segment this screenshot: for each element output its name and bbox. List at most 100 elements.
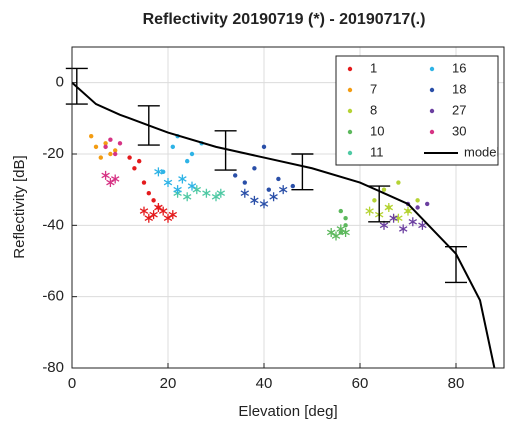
star-point — [341, 227, 350, 237]
dot-point — [117, 141, 123, 146]
star-point — [331, 231, 341, 241]
dot-point — [396, 180, 401, 185]
legend-swatch — [347, 66, 353, 72]
star-point — [259, 199, 269, 209]
y-axis-label: Reflectivity [dB] — [11, 155, 28, 258]
star-point — [192, 185, 202, 195]
dot-point — [156, 205, 161, 210]
star-point — [182, 192, 192, 202]
dot-point — [93, 144, 99, 150]
star-point — [110, 174, 120, 184]
dot-point — [89, 133, 94, 139]
dot-point — [386, 205, 391, 210]
legend-label: model — [464, 144, 500, 159]
star-point — [408, 217, 418, 227]
dot-point — [276, 176, 281, 182]
y-tick-label: -80 — [42, 359, 64, 376]
star-point — [326, 227, 336, 237]
dot-point — [98, 155, 104, 160]
dot-point — [252, 166, 257, 171]
legend-label: 11 — [370, 144, 384, 159]
dot-point — [338, 208, 343, 214]
dot-point — [103, 144, 108, 150]
model-line — [71, 81, 496, 369]
legend-label: 8 — [370, 102, 377, 117]
error-bar — [445, 246, 467, 284]
star-point — [187, 181, 197, 191]
dot-point — [132, 166, 137, 171]
star-point — [158, 206, 168, 216]
dot-point — [290, 183, 295, 189]
legend-label: 27 — [452, 102, 466, 117]
legend-swatch — [347, 129, 353, 135]
x-tick-label: 0 — [68, 375, 76, 392]
y-tick-label: 0 — [56, 74, 64, 91]
star-point — [173, 185, 182, 195]
dot-point — [185, 158, 190, 164]
star-point — [202, 188, 211, 198]
dot-point — [137, 158, 142, 164]
dot-point — [405, 208, 411, 214]
dot-point — [127, 155, 132, 160]
star-point — [278, 185, 288, 195]
dot-point — [108, 137, 113, 142]
legend-swatch — [429, 108, 435, 114]
error-bar — [65, 67, 88, 105]
dot-point — [415, 198, 420, 203]
star-point — [149, 210, 158, 220]
legend-label: 16 — [452, 60, 466, 75]
dot-point — [415, 205, 420, 210]
dot-point — [233, 173, 238, 178]
x-tick-label: 60 — [352, 375, 369, 392]
dot-point — [343, 223, 348, 228]
legend-swatch — [429, 87, 435, 93]
star-point — [168, 210, 178, 220]
dot-point — [113, 151, 118, 157]
x-axis-label: Elevation [deg] — [238, 403, 337, 420]
legend-label: 1 — [370, 60, 377, 75]
dot-point — [113, 148, 118, 153]
star-point — [154, 167, 163, 177]
dot-point — [146, 191, 151, 196]
legend-box — [335, 55, 499, 166]
dot-point — [338, 230, 343, 235]
star-point — [365, 206, 374, 216]
dot-point — [372, 198, 377, 203]
y-tick-label: -60 — [42, 288, 64, 305]
legend-label: 10 — [370, 123, 384, 138]
legend-swatch — [347, 87, 353, 93]
dot-point — [151, 198, 156, 203]
star-point — [163, 213, 173, 223]
dot-point — [261, 144, 267, 150]
legend-swatch — [347, 108, 353, 114]
y-tick-label: -20 — [42, 145, 64, 162]
chart-title: Reflectivity 20190719 (*) - 20190717(.) — [143, 11, 426, 28]
error-bar — [291, 153, 314, 191]
star-point — [216, 188, 226, 198]
plot-frame — [71, 46, 505, 369]
star-point — [106, 178, 115, 188]
dot-point — [141, 180, 147, 185]
dot-point — [266, 187, 271, 192]
star-point — [398, 224, 408, 234]
star-point — [163, 178, 173, 188]
legend-swatch — [347, 150, 353, 156]
x-tick-label: 40 — [256, 375, 273, 392]
star-point — [211, 192, 221, 202]
star-point — [178, 174, 187, 184]
legend-swatch — [429, 129, 435, 135]
error-bar — [214, 130, 237, 171]
star-point — [389, 213, 398, 223]
dot-point — [189, 151, 195, 157]
y-tick-label: -40 — [42, 216, 64, 233]
x-tick-label: 80 — [448, 375, 465, 392]
star-point — [250, 195, 259, 205]
legend-label: 7 — [370, 81, 377, 96]
star-point — [139, 206, 149, 216]
legend-swatch — [429, 66, 435, 72]
star-point — [144, 213, 154, 223]
dot-point — [425, 201, 430, 207]
star-point — [418, 220, 427, 230]
error-bar — [137, 105, 160, 146]
